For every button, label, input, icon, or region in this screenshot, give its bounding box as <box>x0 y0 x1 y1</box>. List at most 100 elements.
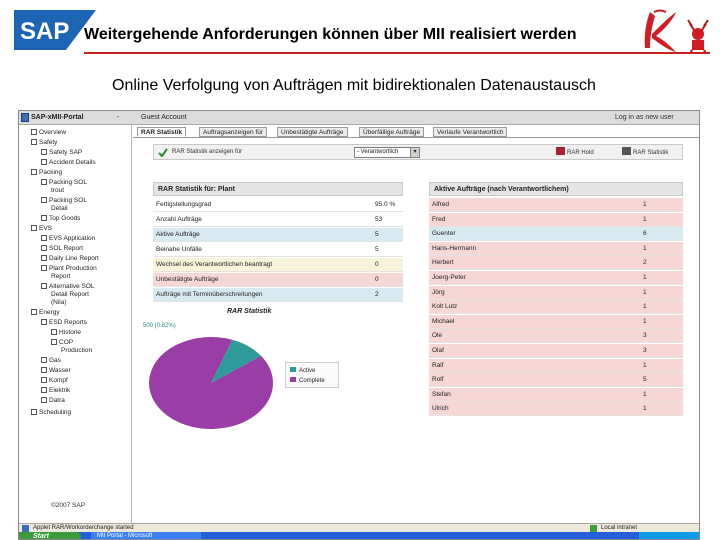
stats-row-value: 0 <box>375 276 379 283</box>
stats-row-label: Unbestätigte Aufträge <box>156 276 219 283</box>
sidebar-item-alternative-sol-cont[interactable]: Detail Report <box>51 291 89 298</box>
sidebar-item-plant-production[interactable]: Plant Production <box>41 265 97 273</box>
sidebar-item-packing-sol[interactable]: Packing SOL <box>41 179 87 187</box>
active-order-count: 2 <box>643 259 647 267</box>
stats-row: Aktive Aufträge 5 <box>153 228 403 242</box>
page-icon <box>41 283 47 289</box>
tab-rar-statistik[interactable]: RAR Statistik <box>137 127 187 137</box>
sidebar-item-kompf[interactable]: Kompf <box>41 377 68 385</box>
sidebar-item-cop-production[interactable]: Production <box>61 347 93 354</box>
sidebar-item-evs-application[interactable]: EVS Application <box>41 235 95 243</box>
tab-ueberfaellige[interactable]: Überfällige Aufträge <box>359 127 425 137</box>
sidebar-item-gas[interactable]: Gas <box>41 357 61 365</box>
chevron-down-icon: ▾ <box>410 148 419 157</box>
tab-rule <box>133 137 699 138</box>
sidebar-item-wasser[interactable]: Wasser <box>41 367 71 375</box>
login-link[interactable]: Log in as new user <box>615 114 674 121</box>
rar-statistik-button[interactable]: RAR Statistik <box>622 147 668 159</box>
hold-icon <box>556 147 565 155</box>
active-order-row[interactable]: Michael 1 <box>429 314 683 329</box>
active-order-name: Rolf <box>432 376 444 384</box>
pie-slice-complete <box>149 337 273 429</box>
sidebar-item-packing[interactable]: Packing <box>31 169 62 177</box>
start-button[interactable]: Start <box>19 532 81 539</box>
sidebar-item-energy[interactable]: Energy <box>31 309 60 317</box>
active-order-row[interactable]: Ulrich 1 <box>429 402 683 417</box>
active-order-name: Fred <box>432 215 446 223</box>
sidebar-item-packing-sol-cont[interactable]: trout <box>51 187 65 194</box>
sidebar-item-safety[interactable]: Safety <box>31 139 57 147</box>
status-bar: Applet RAR/Workorderchange started Local… <box>19 523 699 532</box>
page-icon <box>41 367 47 373</box>
sidebar-item-esd-reports[interactable]: ESD Reports <box>41 319 87 327</box>
active-order-row[interactable]: Rolf 5 <box>429 373 683 388</box>
rar-hold-button[interactable]: RAR Hold <box>556 147 594 159</box>
chart-legend: Active Complete <box>285 362 339 388</box>
active-order-row[interactable]: Ole 3 <box>429 329 683 344</box>
sidebar-item-safety-sap[interactable]: Safety SAP <box>41 149 82 157</box>
stats-row: Unbestätigte Aufträge 0 <box>153 273 403 287</box>
page-icon <box>41 149 47 155</box>
sidebar-item-packing-sol-detail[interactable]: Packing SOL <box>41 197 87 205</box>
stats-row-value: 5 <box>375 246 379 253</box>
sidebar-item-scheduling[interactable]: Scheduling <box>31 409 71 417</box>
tab-unbestaetigte[interactable]: Unbestätigte Aufträge <box>277 127 348 137</box>
active-order-row[interactable]: Stefan 1 <box>429 387 683 402</box>
active-order-row[interactable]: Kolt Lutz 1 <box>429 300 683 315</box>
expand-icon <box>41 319 47 325</box>
stats-row-value: 0 <box>375 261 379 268</box>
active-order-row[interactable]: Fred 1 <box>429 212 683 227</box>
active-order-row[interactable]: Joerg-Peter 1 <box>429 271 683 285</box>
sidebar-item-evs[interactable]: EVS <box>31 225 52 233</box>
sidebar-item-sol-report[interactable]: SOL Report <box>41 245 83 253</box>
sidebar-item-packing-detail-cont[interactable]: Detail <box>51 205 68 212</box>
active-order-name: Kolt Lutz <box>432 303 458 311</box>
header-rule <box>84 52 710 54</box>
active-order-row[interactable]: Alfred 1 <box>429 198 683 212</box>
pie-chart <box>149 337 273 429</box>
sidebar-item-daily-line-report[interactable]: Daily Line Report <box>41 255 99 263</box>
portal-dropdown-marker[interactable]: - <box>117 114 120 121</box>
sidebar-item-top-goods[interactable]: Top Goods <box>41 215 80 223</box>
sap-logo: SAP <box>14 10 96 50</box>
slide-subtitle: Online Verfolgung von Aufträgen mit bidi… <box>112 77 596 94</box>
portal-title: SAP-xMII-Portal <box>31 114 84 121</box>
active-order-name: Ole <box>432 332 443 340</box>
stats-row-value: 2 <box>375 291 379 298</box>
active-order-count: 1 <box>643 317 647 325</box>
taskbar-window-item[interactable]: MII Portal - Microsoft <box>91 532 201 539</box>
active-order-count: 5 <box>643 376 647 384</box>
active-order-row[interactable]: Herbert 2 <box>429 256 683 271</box>
active-order-count: 1 <box>643 288 647 296</box>
stats-row-label: Aufträge mit Terminüberschreitungen <box>156 291 263 298</box>
responsible-select[interactable]: - Verantwortlich ▾ <box>354 147 420 158</box>
sidebar-item-alternative-sol[interactable]: Alternative SOL <box>41 283 95 291</box>
active-order-row[interactable]: Guenter 6 <box>429 227 683 242</box>
sidebar-item-datra[interactable]: Datra <box>41 397 65 405</box>
legend-item-complete: Complete <box>290 377 325 384</box>
main-content: RAR Statistik Auftragsanzeigen für Unbes… <box>133 125 699 523</box>
active-order-row[interactable]: Olaf 3 <box>429 344 683 358</box>
sidebar-item-cop[interactable]: COP <box>51 339 73 347</box>
active-order-row[interactable]: Hans-Hermann 1 <box>429 241 683 256</box>
tab-auftragsanzeigen[interactable]: Auftragsanzeigen für <box>199 127 267 137</box>
active-order-name: Herbert <box>432 259 454 267</box>
active-order-row[interactable]: Jörg 1 <box>429 285 683 300</box>
sidebar-item-elektrik[interactable]: Elektrik <box>41 387 70 395</box>
legend-swatch-active <box>290 367 296 372</box>
stats-row: Wechsel des Verantwortlichen beantragt 0 <box>153 258 403 272</box>
page-icon <box>41 265 47 271</box>
sidebar-item-overview[interactable]: Overview <box>31 129 66 137</box>
sidebar-item-accident-details[interactable]: Accident Details <box>41 159 96 167</box>
stat-show-button[interactable]: RAR Statistik anzeigen für <box>172 149 243 155</box>
sidebar-item-historie[interactable]: Historie <box>51 329 81 337</box>
tab-verantwortlich[interactable]: Verlaufe Verantwortlich <box>433 127 508 137</box>
portal-screenshot: SAP-xMII-Portal - Guest Account Log in a… <box>18 110 700 540</box>
active-order-row[interactable]: Ralf 1 <box>429 358 683 373</box>
sidebar-item-alternative-sol-cont2[interactable]: (Nila) <box>51 299 67 306</box>
copyright: ©2007 SAP <box>51 502 86 509</box>
active-order-name: Ulrich <box>432 405 449 413</box>
stats-row-value: 5 <box>375 231 379 238</box>
active-orders-header: Aktive Aufträge (nach Verantwortlichem) <box>429 182 683 196</box>
sidebar-item-plant-production-cont[interactable]: Report <box>51 273 71 280</box>
